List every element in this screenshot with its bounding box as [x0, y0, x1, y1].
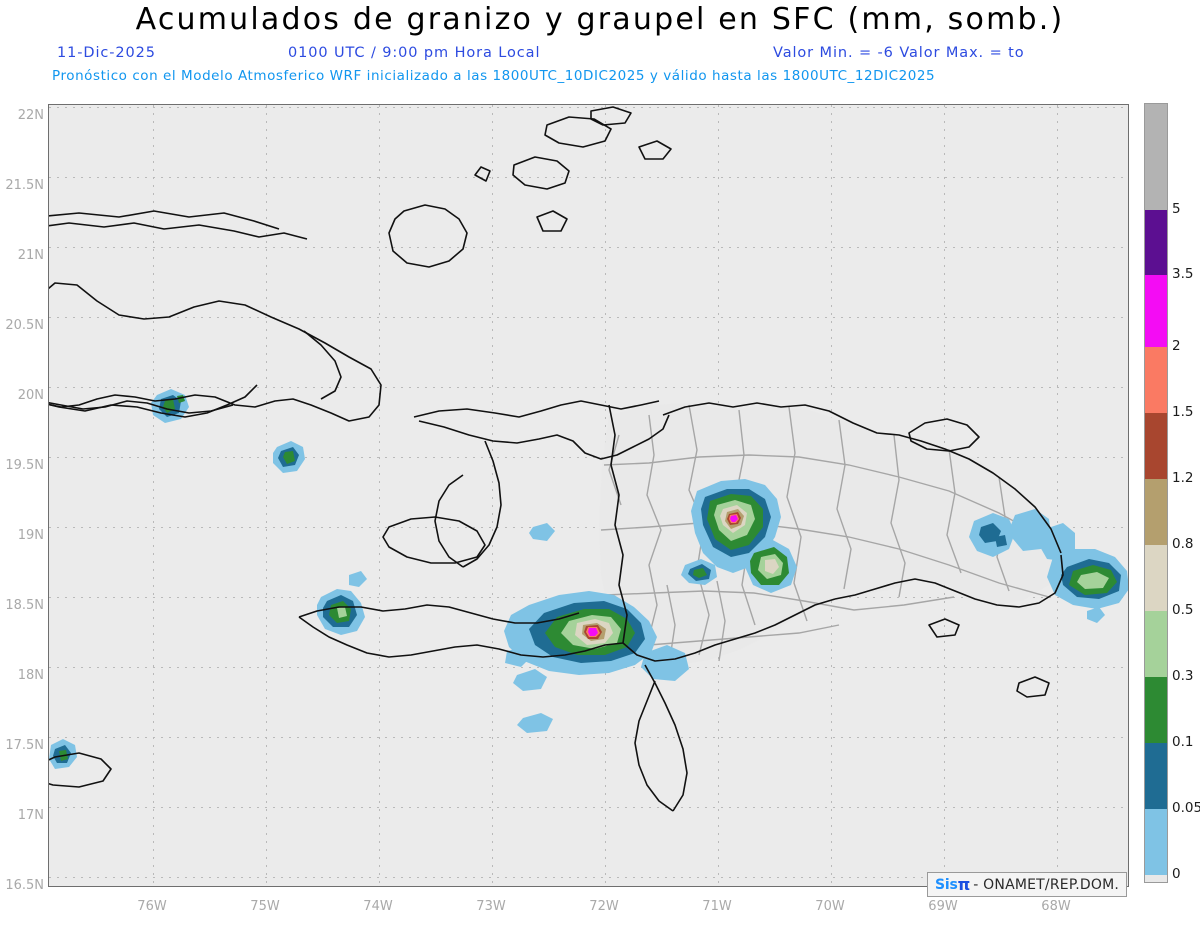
x-tick-5: 71W: [702, 899, 732, 914]
y-tick-5: 19.5N: [5, 458, 44, 473]
x-tick-3: 73W: [476, 899, 506, 914]
page-title: Acumulados de granizo y graupel en SFC (…: [135, 2, 1065, 37]
cb-band-0_8-1_2: [1145, 479, 1167, 545]
forecast-date: 11-Dic-2025: [57, 45, 156, 61]
cb-band-0_3-0_5: [1145, 611, 1167, 677]
x-tick-0: 76W: [137, 899, 167, 914]
y-tick-4: 20N: [17, 388, 44, 403]
cb-band-1_2-1_5: [1145, 413, 1167, 479]
y-tick-8: 18N: [17, 668, 44, 683]
y-tick-11: 16.5N: [5, 878, 44, 893]
y-tick-3: 20.5N: [5, 318, 44, 333]
colorbar: [1144, 103, 1168, 883]
y-tick-2: 21N: [17, 248, 44, 263]
forecast-time: 0100 UTC / 9:00 pm Hora Local: [288, 45, 541, 61]
cb-band-below-0: [1145, 875, 1167, 882]
attribution-badge: Sis π - ONAMET/REP.DOM.: [927, 872, 1128, 897]
y-tick-0: 22N: [17, 108, 44, 123]
coastlines: [49, 106, 1064, 812]
value-minmax: Valor Min. = -6 Valor Max. = to: [773, 45, 1025, 61]
cb-label-0_05: 0.05: [1172, 800, 1200, 816]
cb-band-2-3_5: [1145, 275, 1167, 347]
model-description: Pronóstico con el Modelo Atmosferico WRF…: [52, 68, 936, 84]
cb-label-1_5: 1.5: [1172, 404, 1194, 420]
cb-label-3_5: 3.5: [1172, 266, 1194, 282]
cb-band-1_5-2: [1145, 347, 1167, 413]
map-canvas: [49, 105, 1128, 886]
cb-label-0_8: 0.8: [1172, 536, 1194, 552]
cb-band-0-0_05: [1145, 809, 1167, 875]
cb-band-above-5: [1145, 104, 1167, 210]
x-tick-7: 69W: [928, 899, 958, 914]
cb-band-0_05-0_1: [1145, 743, 1167, 809]
cb-label-0_5: 0.5: [1172, 602, 1194, 618]
cb-label-0_3: 0.3: [1172, 668, 1194, 684]
cb-band-0_5-0_8: [1145, 545, 1167, 611]
precipitation-shading: [49, 389, 1128, 769]
cb-label-2: 2: [1172, 338, 1181, 354]
y-tick-1: 21.5N: [5, 178, 44, 193]
cb-band-0_1-0_3: [1145, 677, 1167, 743]
cb-band-3_5-5: [1145, 210, 1167, 275]
y-tick-7: 18.5N: [5, 598, 44, 613]
cb-label-0: 0: [1172, 866, 1181, 882]
cb-label-1_2: 1.2: [1172, 470, 1194, 486]
logo-sis-text: Sis: [935, 876, 958, 893]
x-tick-8: 68W: [1041, 899, 1071, 914]
logo-pi-symbol: π: [957, 875, 971, 894]
x-tick-6: 70W: [815, 899, 845, 914]
x-tick-1: 75W: [250, 899, 280, 914]
province-boundaries: [600, 404, 1050, 666]
y-tick-10: 17N: [17, 808, 44, 823]
cb-label-0_1: 0.1: [1172, 734, 1194, 750]
y-tick-6: 19N: [17, 528, 44, 543]
chart-header: Acumulados de granizo y graupel en SFC (…: [0, 0, 1200, 95]
x-tick-4: 72W: [589, 899, 619, 914]
cb-label-5: 5: [1172, 201, 1181, 217]
y-tick-9: 17.5N: [5, 738, 44, 753]
map-plot-area: [48, 104, 1129, 887]
x-tick-2: 74W: [363, 899, 393, 914]
logo-agency-text: - ONAMET/REP.DOM.: [973, 876, 1120, 893]
